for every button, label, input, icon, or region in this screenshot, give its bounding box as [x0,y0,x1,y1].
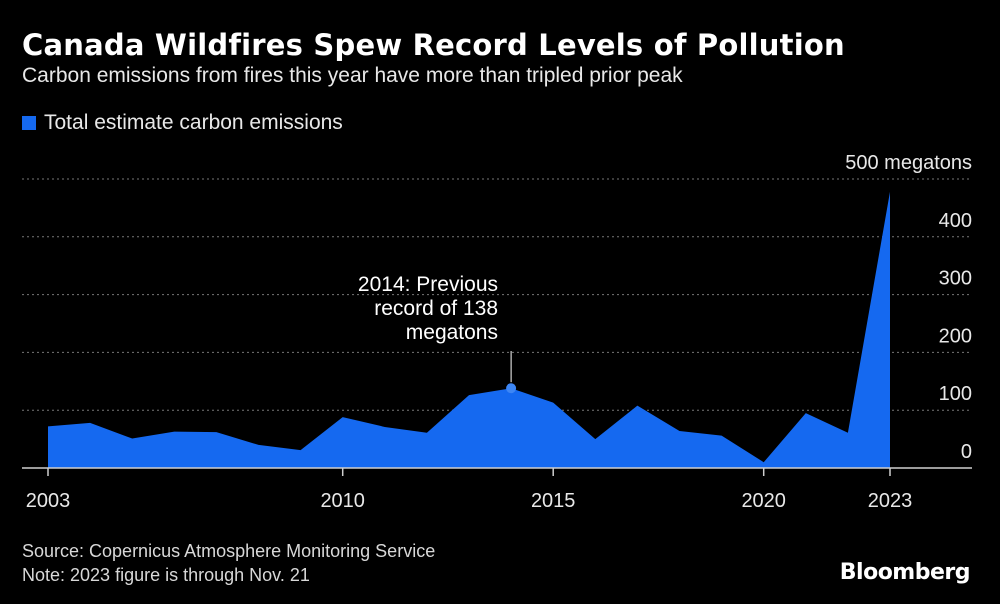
y-tick-label-300: 300 [939,268,972,290]
legend-swatch [22,116,36,130]
y-tick-label-400: 400 [939,210,972,232]
y-tick-label-0: 0 [961,441,972,463]
annotation-text-line-1: 2014: Previous [358,273,498,296]
legend: Total estimate carbon emissions [22,111,343,135]
y-tick-label-200: 200 [939,325,972,347]
footnote: Note: 2023 figure is through Nov. 21 [22,565,310,585]
x-tick-label-2023: 2023 [868,490,913,512]
x-tick-label-2010: 2010 [320,490,365,512]
annotation-text-line-3: megatons [406,321,498,344]
x-tick-label-2003: 2003 [26,490,71,512]
y-tick-label-100: 100 [939,383,972,405]
annotation-marker [506,383,517,394]
x-tick-label-2020: 2020 [741,490,786,512]
annotation-text-line-2: record of 138 [374,297,498,320]
bloomberg-logo: Bloomberg [839,560,971,585]
chart-title: Canada Wildfires Spew Record Levels of P… [22,28,845,62]
x-tick-label-2015: 2015 [531,490,576,512]
source-note: Source: Copernicus Atmosphere Monitoring… [22,541,436,561]
legend-label: Total estimate carbon emissions [44,111,343,134]
y-tick-label-500: 500 megatons [845,152,972,174]
series-area [48,191,890,468]
chart-subtitle: Carbon emissions from fires this year ha… [22,64,683,87]
